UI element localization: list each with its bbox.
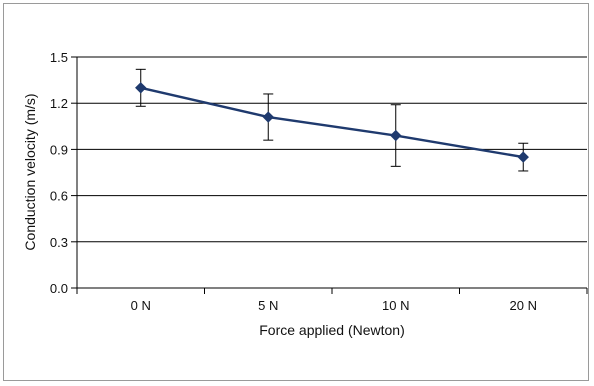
x-tick-label: 20 N (510, 298, 537, 313)
data-point-marker (262, 111, 274, 123)
x-tick-label: 10 N (382, 298, 409, 313)
data-markers (135, 82, 529, 163)
chart-frame (3, 3, 589, 381)
y-tick-label: 0.9 (50, 142, 68, 157)
x-tick-label: 5 N (258, 298, 278, 313)
y-tick-label: 0.6 (50, 189, 68, 204)
tick-labels: 0.0 0.3 0.6 0.9 1.2 1.5 0 N 5 N 10 N 20 N (50, 50, 537, 313)
y-axis-title: Conduction velocity (m/s) (22, 93, 38, 250)
x-axis-title: Force applied (Newton) (259, 322, 405, 338)
data-point-marker (390, 129, 402, 142)
y-tick-label: 0.0 (50, 281, 68, 296)
gridlines (77, 56, 587, 289)
y-tick-label: 0.3 (50, 235, 68, 250)
series-line (139, 86, 525, 159)
error-bars (135, 68, 529, 172)
axes (71, 56, 588, 294)
series-lines (139, 86, 525, 159)
data-point-marker (135, 82, 147, 94)
data-point-marker (517, 151, 529, 163)
y-tick-label: 1.5 (50, 50, 68, 65)
x-tick-label: 0 N (131, 298, 151, 313)
y-tick-label: 1.2 (50, 96, 68, 111)
